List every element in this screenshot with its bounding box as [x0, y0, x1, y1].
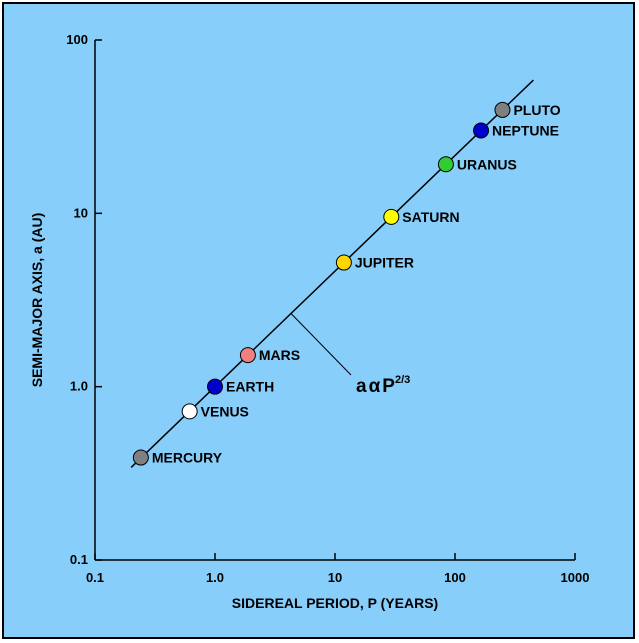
planet-point-jupiter	[335, 254, 352, 271]
planet-point-neptune	[473, 122, 490, 139]
planet-label-venus: VENUS	[201, 403, 249, 419]
y-tick-label: 1.0	[70, 379, 88, 394]
planet-label-pluto: PLUTO	[513, 102, 560, 118]
planet-label-mercury: MERCURY	[152, 450, 223, 466]
planet-label-mars: MARS	[259, 347, 300, 363]
annotation-alpha: α	[369, 376, 381, 397]
x-tick-label: 1.0	[206, 570, 224, 585]
planet-label-neptune: NEPTUNE	[492, 122, 559, 138]
kepler-third-law-chart: 0.1 1.0 10 100 1000 0.1 1.0 10 100 SIDEREAL PER…	[29, 32, 590, 611]
planet-point-mercury	[132, 449, 149, 466]
x-tick-group: 0.1 1.0 10 100 1000	[86, 553, 590, 585]
x-tick-label: 100	[444, 570, 466, 585]
axes	[94, 40, 575, 561]
y-tick-label: 0.1	[70, 552, 88, 567]
x-tick-label: 1000	[561, 570, 590, 585]
annotation-power: P	[382, 376, 395, 397]
planet-label-jupiter: JUPITER	[355, 255, 414, 271]
planet-point-mars	[239, 347, 256, 364]
y-axis-title: SEMI-MAJOR AXIS, a (AU)	[29, 213, 45, 388]
annotation-leader-line	[290, 313, 352, 376]
planet-label-earth: EARTH	[226, 379, 274, 395]
planet-label-saturn: SATURN	[402, 209, 459, 225]
planet-label-uranus: URANUS	[457, 156, 517, 172]
y-tick-label: 10	[74, 205, 88, 220]
planet-point-pluto	[494, 101, 511, 118]
x-tick-label: 10	[328, 570, 342, 585]
planet-point-venus	[181, 403, 198, 420]
planet-point-saturn	[383, 208, 400, 225]
kepler-law-annotation: a α P2/3	[356, 374, 410, 397]
annotation-base: a	[356, 376, 367, 397]
planet-points: MERCURY VENUS EARTH MARS JUPITER SATURN URANUS…	[132, 101, 561, 466]
y-tick-group: 0.1 1.0 10 100	[66, 32, 102, 567]
fit-line	[130, 79, 534, 468]
x-axis-title: SIDEREAL PERIOD, P (YEARS)	[232, 595, 438, 611]
planet-point-uranus	[437, 156, 454, 173]
y-tick-label: 100	[66, 32, 88, 47]
annotation-exponent: 2/3	[395, 374, 410, 386]
planet-point-earth	[207, 378, 223, 395]
x-tick-label: 0.1	[86, 570, 104, 585]
